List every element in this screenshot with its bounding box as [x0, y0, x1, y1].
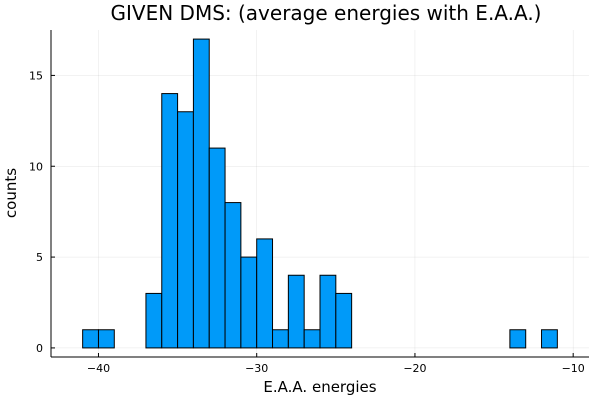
histogram-bar: [335, 292, 353, 349]
histogram-bar: [97, 329, 115, 349]
bars: [82, 38, 558, 349]
chart-title: GIVEN DMS: (average energies with E.A.A.…: [111, 1, 542, 25]
y-tick-label: 10: [29, 160, 43, 173]
x-axis-label: E.A.A. energies: [263, 378, 376, 396]
x-tick-label: −20: [403, 362, 426, 375]
histogram-bar: [256, 238, 274, 349]
histogram-bar: [541, 329, 558, 349]
y-tick-label: 0: [36, 342, 43, 355]
histogram-bar: [192, 38, 210, 349]
y-tick-label: 5: [36, 251, 43, 264]
y-axis-label: counts: [2, 168, 20, 218]
histogram-bar: [177, 111, 194, 349]
x-tick-label: −10: [562, 362, 585, 375]
histogram-bar: [319, 274, 337, 349]
histogram-bar: [208, 147, 226, 349]
axis-frame: [50, 30, 589, 358]
histogram-bar: [303, 329, 321, 349]
histogram-bar: [224, 202, 242, 349]
x-tick-label: −40: [87, 362, 110, 375]
histogram-bar: [161, 93, 179, 349]
histogram-bar: [82, 329, 99, 349]
x-tick-label: −30: [245, 362, 268, 375]
histogram-bar: [509, 329, 527, 349]
y-tick-label: 15: [29, 69, 43, 82]
histogram-bar: [272, 329, 289, 349]
histogram-bar: [240, 256, 258, 349]
histogram-bar: [287, 274, 305, 349]
x-ticks: −40 −30 −20 −10: [87, 353, 585, 375]
y-ticks: 0 5 10 15: [29, 69, 55, 355]
histogram-bar: [145, 292, 163, 349]
